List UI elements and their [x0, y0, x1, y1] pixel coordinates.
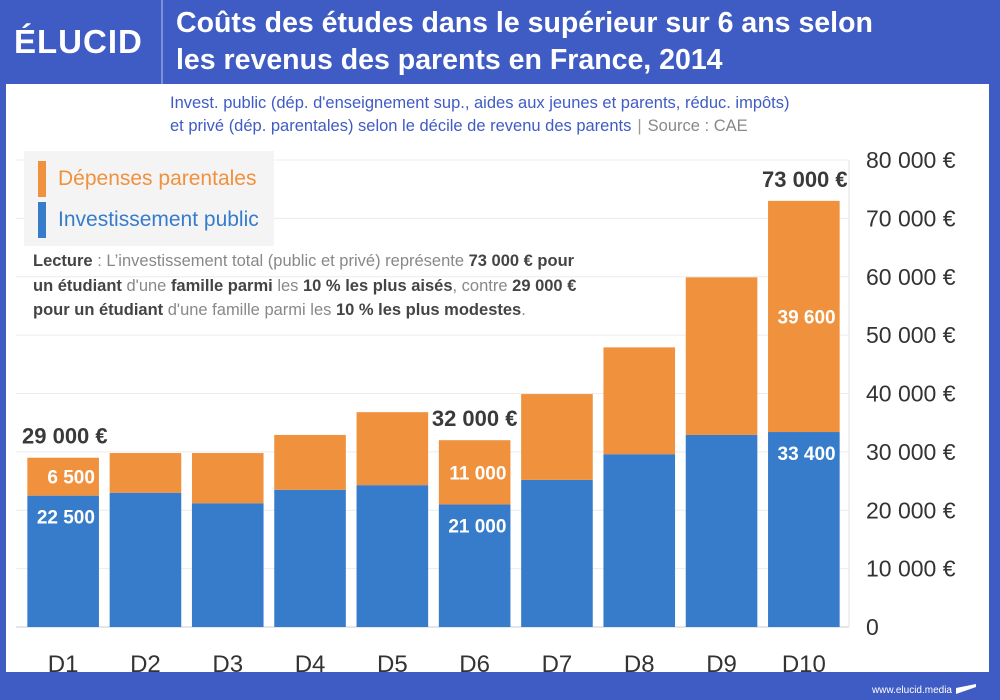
- note-bold: 10 % les plus modestes: [335, 301, 522, 319]
- x-tick-label: D8: [624, 651, 655, 678]
- separator: |: [637, 117, 642, 135]
- bar-public-D3: [191, 503, 264, 627]
- bar-public-D2: [109, 492, 182, 627]
- x-tick-label: D5: [377, 651, 408, 678]
- source-label: Source : CAE: [647, 117, 748, 135]
- title-line-2: les revenus des parents en France, 2014: [176, 44, 723, 76]
- y-tick-label: 40 000 €: [866, 381, 956, 407]
- x-tick-label: D4: [295, 651, 326, 678]
- note-bold: famille parmi: [170, 276, 273, 295]
- segment-labels: 6 500 22 500 11 000 21 000 39 600 33 400: [37, 307, 836, 537]
- x-tick-label: D6: [459, 651, 490, 678]
- note-text: les: [272, 276, 303, 295]
- bar-public-D5: [356, 485, 429, 627]
- bar-parental-D6: [438, 440, 511, 505]
- note-bold: 73 000 € pour un étudiant: [33, 252, 575, 295]
- subtitle-line-1: Invest. public (dép. d'enseignement sup.…: [170, 94, 790, 112]
- total-label: 29 000 €: [22, 424, 108, 449]
- y-tick-label: 70 000 €: [866, 205, 956, 231]
- bar-parental-D2: [109, 453, 182, 493]
- elucid-mark-icon: [956, 684, 976, 694]
- x-tick-label: D9: [706, 651, 737, 678]
- y-tick-label: 0: [866, 614, 879, 640]
- bar-parental-D1: [27, 457, 99, 496]
- chart-subtitle: Invest. public (dép. d'enseignement sup.…: [170, 92, 990, 138]
- note-bold: Lecture: [33, 252, 93, 270]
- y-tick-label: 10 000 €: [866, 556, 956, 582]
- title-line-1: Coûts des études dans le supérieur sur 6…: [176, 7, 873, 39]
- legend-swatch-orange: [38, 161, 46, 197]
- note-text: .: [521, 301, 526, 319]
- footer-url[interactable]: www.elucid.media: [871, 685, 952, 696]
- bar-parental-D7: [521, 394, 593, 480]
- note-text: : L’investissement total (public et priv…: [92, 252, 469, 270]
- bar-parental-D10: [768, 200, 840, 433]
- subtitle-line-2: et privé (dép. parentales) selon le déci…: [170, 117, 632, 135]
- total-label: 32 000 €: [432, 406, 518, 431]
- header: ÉLUCID Coûts des études dans le supérieu…: [0, 0, 1000, 84]
- chart-title: Coûts des études dans le supérieur sur 6…: [176, 5, 996, 79]
- elucid-logo[interactable]: ÉLUCID: [14, 23, 143, 60]
- y-axis-ticks: 0 10 000 € 20 000 € 30 000 € 40 000 € 50 000 …: [866, 147, 956, 640]
- x-tick-label: D1: [48, 651, 79, 678]
- segment-label: 21 000: [448, 516, 506, 537]
- segment-label: 33 400: [778, 444, 836, 465]
- bar-public-D6: [438, 504, 511, 627]
- bar-parental-D9: [685, 277, 758, 435]
- note-text: d'une famille parmi les: [163, 301, 336, 319]
- segment-label: 11 000: [449, 463, 506, 484]
- note-text: , contre: [452, 276, 513, 295]
- note-bold: 10 % les plus aisés: [303, 276, 453, 295]
- header-divider: [161, 0, 163, 84]
- segment-label: 6 500: [47, 468, 95, 489]
- x-tick-label: D7: [542, 651, 573, 678]
- legend-label: Investissement public: [58, 208, 259, 231]
- x-tick-label: D10: [782, 651, 826, 678]
- x-tick-label: D3: [212, 651, 243, 678]
- x-axis-ticks: D1 D2 D3 D4 D5 D6 D7 D8 D9 D10: [48, 651, 826, 678]
- segment-label: 22 500: [37, 508, 95, 529]
- bar-public-D7: [521, 479, 593, 627]
- bar-public-D8: [603, 454, 676, 627]
- bar-parental-D3: [191, 453, 264, 504]
- bars: [27, 200, 840, 627]
- bar-public-D9: [685, 434, 758, 627]
- segment-label: 39 600: [778, 307, 836, 328]
- y-tick-label: 60 000 €: [866, 264, 956, 290]
- bar-public-D10: [768, 432, 840, 627]
- bar-parental-D4: [274, 434, 346, 490]
- total-labels: 29 000 € 32 000 € 73 000 €: [22, 167, 848, 449]
- y-tick-label: 30 000 €: [866, 439, 956, 465]
- note-bold: 29 000 € pour un étudiant: [33, 276, 577, 320]
- bar-public-D1: [27, 495, 99, 627]
- reading-note: Lecture : L’investissement total (public…: [33, 249, 593, 323]
- legend-swatch-blue: [38, 202, 46, 238]
- total-label: 73 000 €: [762, 167, 848, 192]
- y-tick-label: 50 000 €: [866, 322, 956, 348]
- note-text: d'une: [121, 276, 171, 295]
- legend-label: Dépenses parentales: [58, 167, 257, 190]
- bar-public-D4: [274, 489, 346, 627]
- bar-parental-D8: [603, 347, 676, 455]
- x-tick-label: D2: [130, 651, 161, 678]
- legend: Dépenses parentales Investissement publi…: [24, 151, 274, 246]
- bar-parental-D5: [356, 412, 429, 486]
- y-tick-label: 20 000 €: [866, 497, 956, 523]
- y-tick-label: 80 000 €: [866, 147, 956, 173]
